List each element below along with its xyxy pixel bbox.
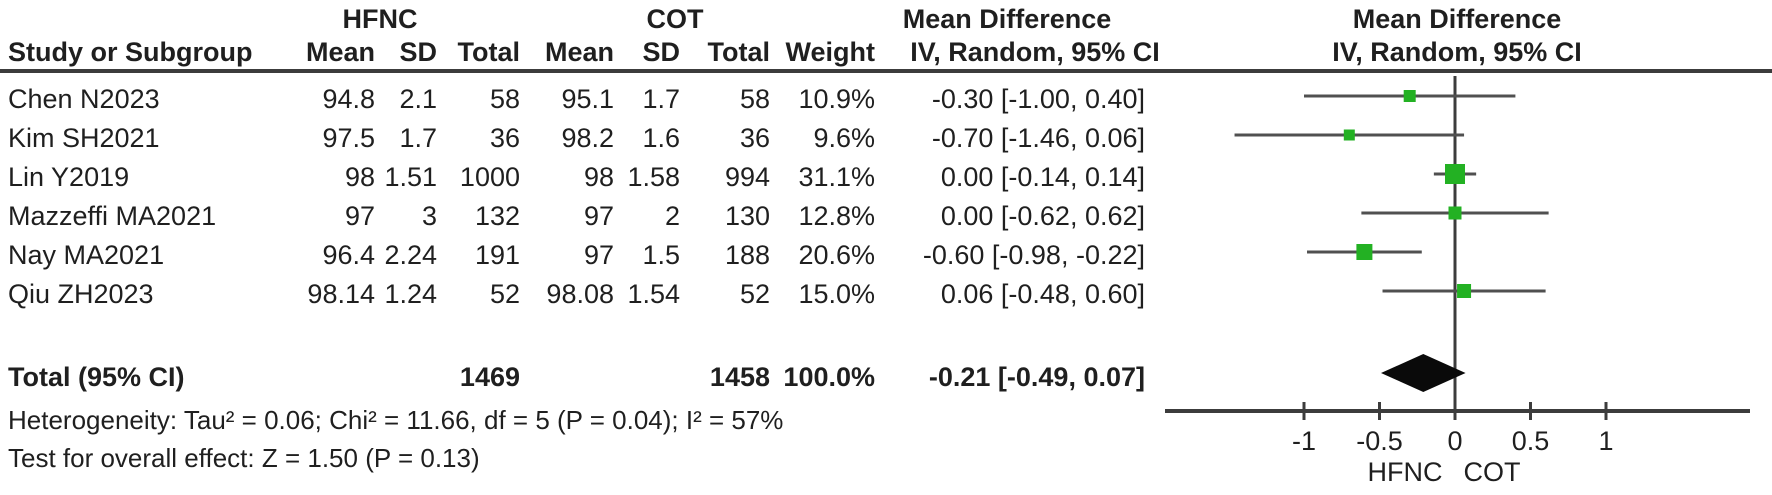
col-header-cot-total: Total <box>707 37 771 67</box>
col-header-effect-text: IV, Random, 95% CI <box>910 37 1160 67</box>
group-header-hfnc: HFNC <box>342 4 418 34</box>
weight-value: 20.6% <box>798 240 875 270</box>
weight-value: 31.1% <box>798 162 875 192</box>
axis-label-left-hfnc: HFNC <box>1368 457 1443 487</box>
weight-value: 10.9% <box>798 84 875 114</box>
cot-total-value: 994 <box>724 162 770 192</box>
study-row: Chen N2023 94.8 2.1 58 95.1 1.7 58 10.9%… <box>0 80 1772 119</box>
md-ci-value: 0.00 [-0.62, 0.62] <box>940 201 1145 231</box>
study-row: Nay MA2021 96.4 2.24 191 97 1.5 188 20.6… <box>0 236 1772 275</box>
axis-tick-label: -1 <box>1292 426 1316 456</box>
study-row: Lin Y2019 98 1.51 1000 98 1.58 994 31.1%… <box>0 158 1772 197</box>
cot-mean-value: 98.2 <box>561 123 614 153</box>
study-name: Lin Y2019 <box>8 162 130 192</box>
cot-sd-value: 2 <box>664 201 680 231</box>
total-md-ci-value: -0.21 [-0.49, 0.07] <box>928 362 1145 392</box>
md-ci-value: -0.60 [-0.98, -0.22] <box>922 240 1145 270</box>
column-header-row: Study or Subgroup Mean SD Total Mean SD … <box>0 36 1772 69</box>
axis-label-right-cot: COT <box>1464 457 1521 487</box>
total-label: Total (95% CI) <box>8 362 185 392</box>
mean-difference-title-plot-column: Mean Difference <box>1352 4 1562 34</box>
cot-sd-value: 1.6 <box>642 123 680 153</box>
study-name: Chen N2023 <box>8 84 160 114</box>
cot-total-value: 130 <box>724 201 770 231</box>
cot-mean-value: 95.1 <box>561 84 614 114</box>
hfnc-sd-value: 2.24 <box>384 240 437 270</box>
col-header-hfnc-mean: Mean <box>305 37 375 67</box>
weight-value: 12.8% <box>798 201 875 231</box>
hfnc-mean-value: 98 <box>344 162 375 192</box>
cot-total-value: 188 <box>724 240 770 270</box>
md-ci-value: 0.06 [-0.48, 0.60] <box>940 279 1145 309</box>
study-name: Qiu ZH2023 <box>8 279 154 309</box>
study-name: Kim SH2021 <box>8 123 160 153</box>
axis-tick-label: -0.5 <box>1356 426 1403 456</box>
hfnc-total-value: 1000 <box>459 162 520 192</box>
hfnc-total-value: 58 <box>489 84 520 114</box>
total-weight: 100.0% <box>783 362 875 392</box>
cot-total-value: 52 <box>739 279 770 309</box>
cot-mean-value: 97 <box>583 240 614 270</box>
hfnc-mean-value: 96.4 <box>322 240 375 270</box>
group-header-cot: COT <box>646 4 704 34</box>
hfnc-mean-value: 94.8 <box>322 84 375 114</box>
cot-sd-value: 1.54 <box>627 279 680 309</box>
total-row: Total (95% CI) 1469 1458 100.0% -0.21 [-… <box>0 358 1772 397</box>
total-cot-n: 1458 <box>709 362 770 392</box>
hfnc-mean-value: 97 <box>344 201 375 231</box>
cot-mean-value: 97 <box>583 201 614 231</box>
md-ci-value: -0.30 [-1.00, 0.40] <box>931 84 1145 114</box>
cot-mean-value: 98 <box>583 162 614 192</box>
cot-total-value: 58 <box>739 84 770 114</box>
weight-value: 9.6% <box>813 123 875 153</box>
header-divider-rule <box>0 69 1772 73</box>
hfnc-sd-value: 1.51 <box>384 162 437 192</box>
col-header-cot-mean: Mean <box>544 37 614 67</box>
cot-total-value: 36 <box>739 123 770 153</box>
cot-sd-value: 1.58 <box>627 162 680 192</box>
weight-value: 15.0% <box>798 279 875 309</box>
study-name: Mazzeffi MA2021 <box>8 201 217 231</box>
hfnc-sd-value: 3 <box>421 201 437 231</box>
overall-effect-test: Test for overall effect: Z = 1.50 (P = 0… <box>8 443 480 473</box>
col-header-study: Study or Subgroup <box>8 37 253 67</box>
group-header-row: HFNC COT Mean Difference Mean Difference <box>0 2 1772 36</box>
mean-difference-title-text-column: Mean Difference <box>902 4 1112 34</box>
md-ci-value: 0.00 [-0.14, 0.14] <box>940 162 1145 192</box>
study-row: Mazzeffi MA2021 97 3 132 97 2 130 12.8% … <box>0 197 1772 236</box>
hfnc-sd-value: 1.24 <box>384 279 437 309</box>
cot-mean-value: 98.08 <box>546 279 614 309</box>
cot-sd-value: 1.5 <box>642 240 680 270</box>
col-header-weight: Weight <box>785 37 876 67</box>
hfnc-sd-value: 2.1 <box>399 84 437 114</box>
col-header-cot-sd: SD <box>642 37 680 67</box>
hfnc-total-value: 132 <box>474 201 520 231</box>
heterogeneity-stats: Heterogeneity: Tau² = 0.06; Chi² = 11.66… <box>8 405 784 435</box>
study-row: Kim SH2021 97.5 1.7 36 98.2 1.6 36 9.6% … <box>0 119 1772 158</box>
hfnc-mean-value: 97.5 <box>322 123 375 153</box>
hfnc-total-value: 191 <box>474 240 520 270</box>
hfnc-mean-value: 98.14 <box>307 279 375 309</box>
md-ci-value: -0.70 [-1.46, 0.06] <box>931 123 1145 153</box>
hfnc-total-value: 36 <box>489 123 520 153</box>
col-header-effect-plot: IV, Random, 95% CI <box>1332 37 1582 67</box>
hfnc-sd-value: 1.7 <box>399 123 437 153</box>
hfnc-total-value: 52 <box>489 279 520 309</box>
study-row: Qiu ZH2023 98.14 1.24 52 98.08 1.54 52 1… <box>0 275 1772 314</box>
axis-tick-label: 0 <box>1447 426 1462 456</box>
cot-sd-value: 1.7 <box>642 84 680 114</box>
axis-tick-label: 1 <box>1598 426 1613 456</box>
col-header-hfnc-total: Total <box>457 37 521 67</box>
col-header-hfnc-sd: SD <box>399 37 437 67</box>
total-hfnc-n: 1469 <box>459 362 520 392</box>
study-name: Nay MA2021 <box>8 240 165 270</box>
axis-tick-label: 0.5 <box>1512 426 1550 456</box>
